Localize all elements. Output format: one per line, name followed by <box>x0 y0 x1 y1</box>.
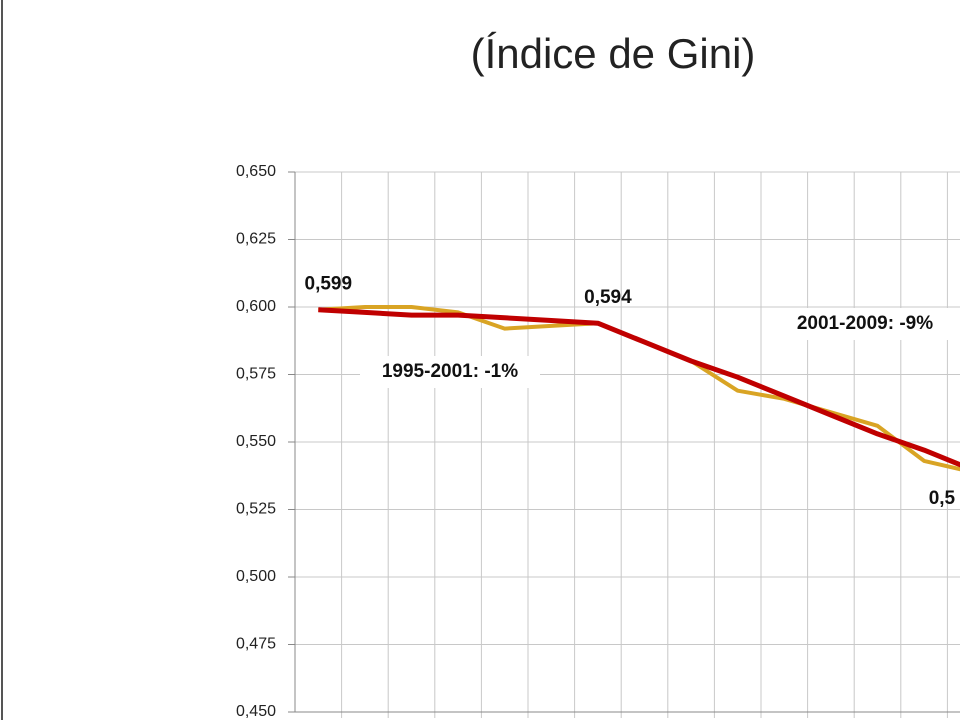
y-tick-label: 0,650 <box>236 163 276 180</box>
y-tick-label: 0,475 <box>236 636 276 653</box>
series-line <box>318 307 960 468</box>
y-tick-label: 0,600 <box>236 298 276 315</box>
data-label: 0,599 <box>305 274 353 295</box>
y-tick-label: 0,575 <box>236 366 276 383</box>
data-label: 0,594 <box>584 287 632 308</box>
y-tick-label: 0,550 <box>236 433 276 450</box>
annotation-box <box>360 356 540 388</box>
y-tick-label: 0,525 <box>236 501 276 518</box>
data-label: 0,5 <box>929 488 956 509</box>
annotation-box <box>775 308 955 340</box>
y-tick-label: 0,625 <box>236 231 276 248</box>
annotation: 2001-2009: -9% <box>797 313 933 334</box>
annotation: 1995-2001: -1% <box>382 361 518 382</box>
y-tick-label: 0,450 <box>236 703 276 720</box>
chart-title: (Índice de Gini) <box>471 30 756 77</box>
y-tick-label: 0,500 <box>236 568 276 585</box>
